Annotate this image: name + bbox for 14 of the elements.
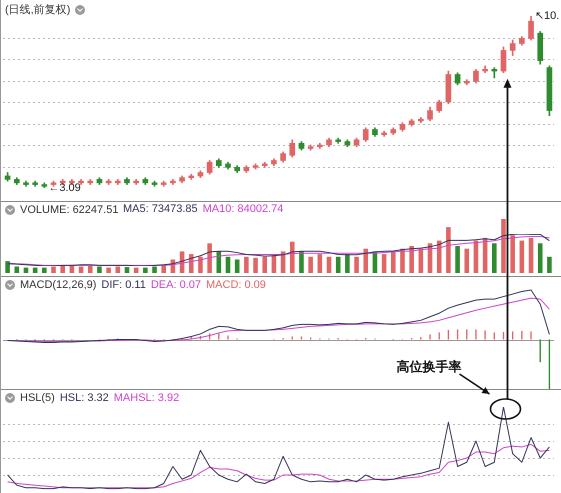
chart-title: MACD(12,26,9) xyxy=(20,279,96,291)
text: HSL: 3.32 xyxy=(60,392,109,404)
text: MA5: 73473.85 xyxy=(123,203,198,215)
text: DEA: 0.07 xyxy=(150,279,201,291)
annotation: 高位换手率 xyxy=(396,358,462,376)
annotation: ←3.09 xyxy=(48,182,81,194)
annotation: ↖10. xyxy=(535,10,560,22)
chart-title: VOLUME: 62247.51 xyxy=(20,204,118,216)
chart-title: (日线,前复权) xyxy=(5,3,70,17)
text: DIF: 0.11 xyxy=(101,279,146,291)
text: MA10: 84002.74 xyxy=(202,203,284,215)
text: MACD: 0.09 xyxy=(206,279,266,291)
text: MAHSL: 3.92 xyxy=(114,392,180,404)
chart-title: HSL(5) xyxy=(20,392,55,404)
